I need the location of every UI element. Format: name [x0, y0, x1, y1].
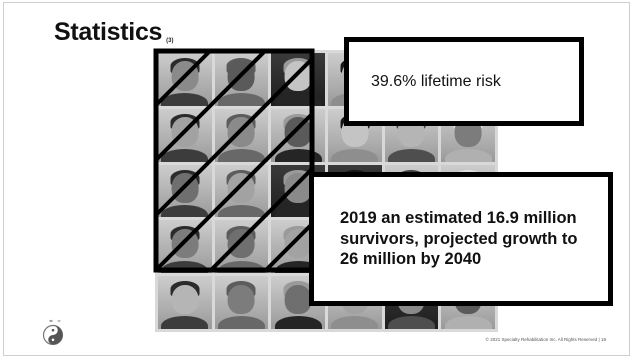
portrait-photo — [158, 164, 212, 218]
survivors-text: 2019 an estimated 16.9 million survivors… — [340, 208, 578, 269]
lifetime-risk-text: 39.6% lifetime risk — [371, 72, 501, 90]
portrait-photo — [214, 164, 269, 218]
portrait-photo — [214, 53, 269, 106]
slide-border — [3, 2, 630, 356]
footer-page-number: 19 — [600, 337, 606, 342]
footer-copyright: © 2021 Specialty Rehabilitation Inc. All… — [485, 337, 598, 342]
portrait-photo — [214, 108, 269, 162]
lifetime-risk-callout: 39.6% lifetime risk — [344, 37, 584, 126]
title-block: Statistics (3) — [54, 18, 174, 47]
yin-yang-leaf-logo-icon — [42, 319, 64, 346]
slide-title: Statistics — [54, 18, 163, 46]
title-reference: (3) — [166, 38, 174, 44]
footer-separator: | — [598, 337, 600, 342]
portrait-photo — [271, 108, 325, 162]
portrait-photo — [214, 220, 269, 274]
portrait-photo — [271, 53, 325, 106]
slide-footer: © 2021 Specialty Rehabilitation Inc. All… — [486, 337, 606, 342]
portrait-photo — [214, 276, 269, 329]
survivors-callout: 2019 an estimated 16.9 million survivors… — [309, 172, 613, 306]
portrait-photo — [271, 276, 325, 329]
portrait-photo — [158, 276, 212, 329]
portrait-photo — [158, 220, 212, 274]
portrait-photo — [158, 108, 212, 162]
portrait-photo — [158, 53, 212, 106]
